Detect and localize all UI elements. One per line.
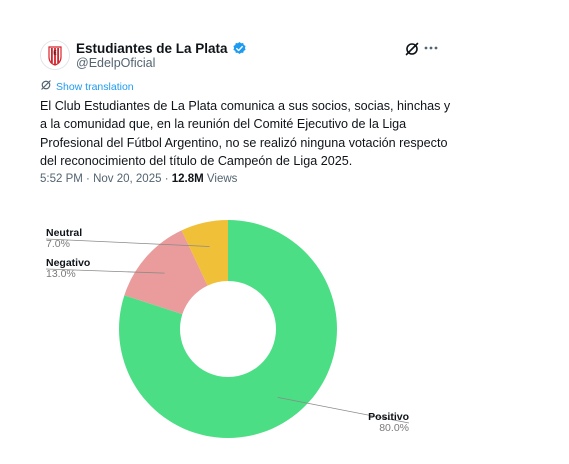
author-name-row: Estudiantes de La Plata xyxy=(76,39,247,57)
tweet-text-line: del reconocimiento del título de Campeón… xyxy=(40,154,353,169)
translate-icon xyxy=(40,78,52,96)
display-name[interactable]: Estudiantes de La Plata xyxy=(76,40,228,56)
leader-line-neutral xyxy=(45,238,210,247)
tweet-text-line: El Club Estudiantes de La Plata comunica… xyxy=(40,99,451,113)
show-translation-label: Show translation xyxy=(56,81,134,93)
views-count: 12.8M xyxy=(171,173,204,185)
user-handle[interactable]: @EdelpOficial xyxy=(76,56,156,70)
club-crest-icon: E xyxy=(41,41,69,69)
donut-slice-negativo xyxy=(124,230,208,315)
slice-label-neutral: Neutral xyxy=(46,227,82,239)
svg-text:E: E xyxy=(53,51,57,57)
more-icon[interactable] xyxy=(423,40,439,56)
tweet-text-line: a la comunidad que, en la reunión del Co… xyxy=(40,117,407,132)
slice-label-negativo: Negativo xyxy=(46,257,90,269)
tweet-text-line: Profesional del Fútbol Argentino, no se … xyxy=(40,135,448,150)
slice-label-positivo: Positivo xyxy=(368,411,409,423)
verified-badge-icon xyxy=(232,41,247,56)
tweet-time[interactable]: 5:52 PM xyxy=(40,173,83,185)
tweet-text: El Club Estudiantes de La Plata comunica… xyxy=(40,97,450,171)
leader-line-negativo xyxy=(45,268,165,274)
show-translation-link[interactable]: Show translation xyxy=(40,80,134,94)
leader-line-positivo xyxy=(277,396,410,424)
avatar[interactable]: E xyxy=(40,40,70,70)
meta-separator: · xyxy=(164,173,169,185)
grok-icon[interactable] xyxy=(404,41,420,57)
meta-separator: · xyxy=(86,173,90,185)
slice-percent-negativo: 13.0% xyxy=(46,268,76,280)
slice-percent-neutral: 7.0% xyxy=(46,238,70,250)
tweet-meta: 5:52 PM · Nov 20, 2025 · 12.8M Views xyxy=(40,173,237,185)
donut-slice-positivo xyxy=(119,220,338,438)
donut-slice-neutral xyxy=(181,220,228,286)
tweet-date[interactable]: Nov 20, 2025 xyxy=(93,173,162,185)
views-label: Views xyxy=(206,173,238,185)
slice-percent-positivo: 80.0% xyxy=(379,422,409,434)
